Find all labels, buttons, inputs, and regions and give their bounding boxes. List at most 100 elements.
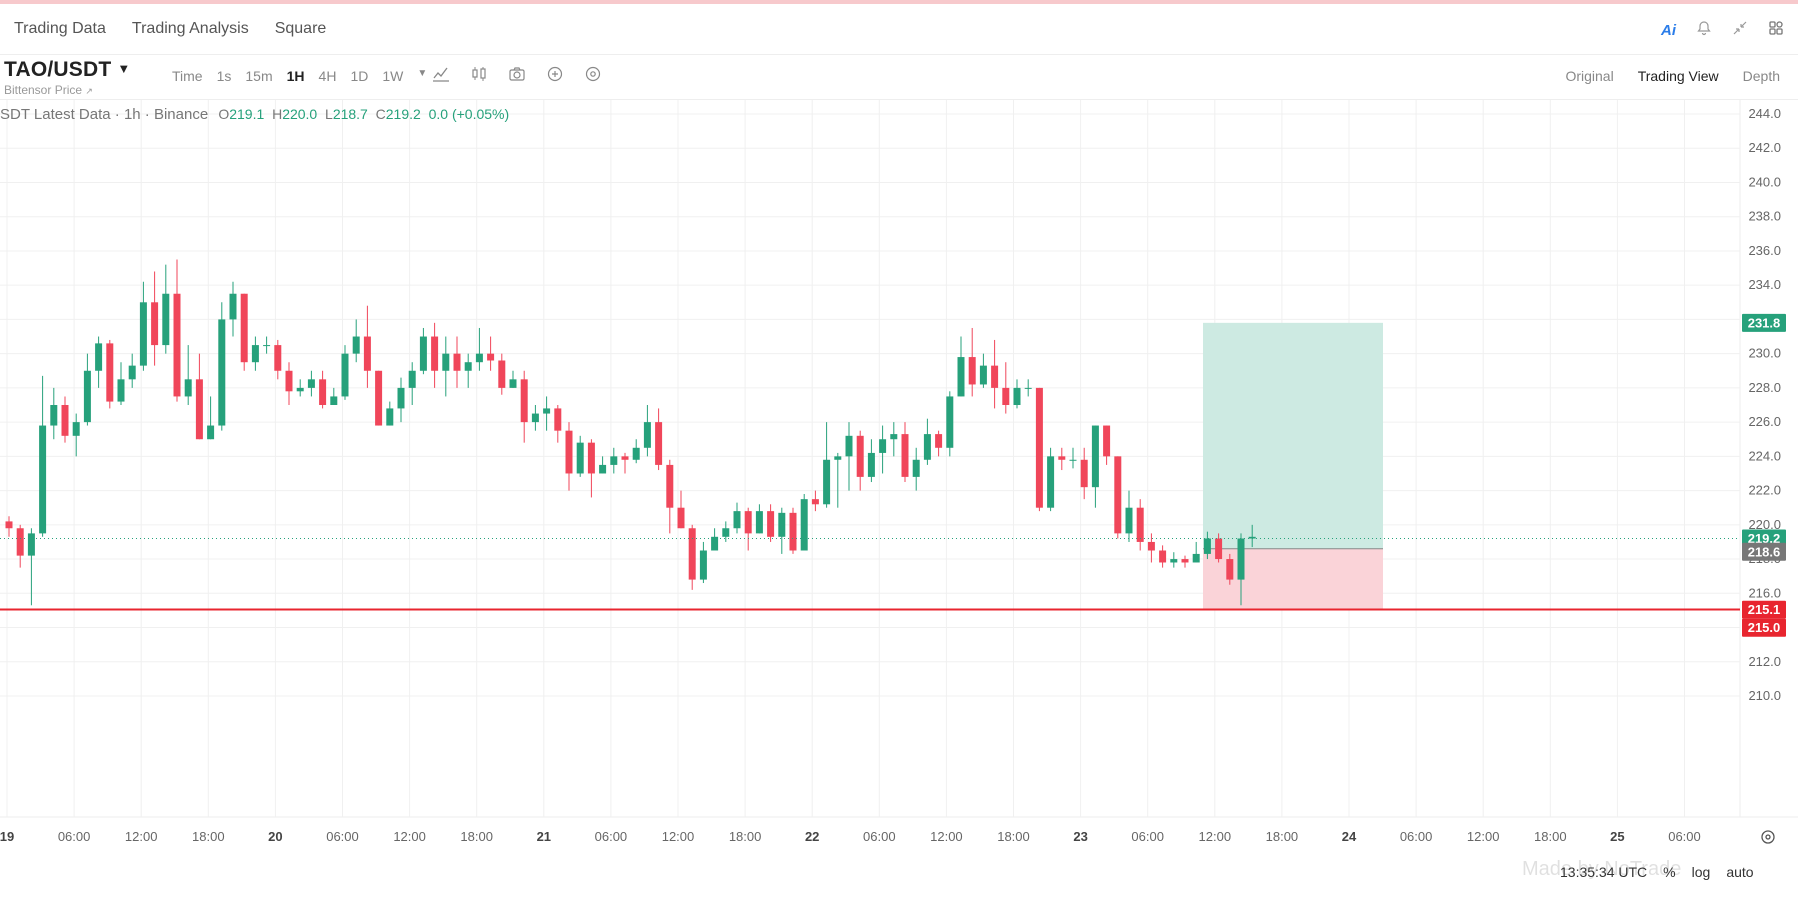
time-tick-label: 19 (0, 829, 14, 844)
candle-body (520, 379, 528, 423)
indicator-icon[interactable] (432, 66, 450, 87)
timeframe-1w[interactable]: 1W (382, 68, 404, 84)
timeframe-4h[interactable]: 4H (318, 68, 337, 84)
candle (83, 353, 91, 426)
candle (610, 447, 618, 474)
candle-body (16, 528, 24, 556)
candle-body (1159, 550, 1167, 563)
candle-body (1226, 559, 1234, 580)
candle-body (845, 435, 853, 457)
candle (61, 396, 69, 443)
collapse-icon[interactable] (1732, 20, 1748, 40)
candle-body (979, 365, 987, 385)
candle-body (1080, 459, 1088, 488)
candle (39, 375, 47, 537)
candle-body (1035, 387, 1043, 508)
candle-body (655, 422, 663, 465)
ai-icon[interactable]: Ai (1661, 21, 1676, 39)
percent-toggle[interactable]: % (1663, 864, 1676, 880)
timeframe-time[interactable]: Time (172, 68, 203, 84)
time-tick-label: 06:00 (863, 829, 896, 844)
timeframe-15m[interactable]: 15m (245, 68, 273, 84)
camera-icon[interactable] (508, 66, 526, 87)
candle-body (531, 413, 539, 423)
candle (520, 370, 528, 443)
candle-body (554, 408, 562, 431)
bell-icon[interactable] (1696, 20, 1712, 40)
candle (901, 422, 909, 483)
add-icon[interactable] (546, 66, 564, 87)
candle-body (1058, 456, 1066, 460)
candle (890, 422, 898, 457)
timeframe-1h[interactable]: 1H (286, 68, 305, 84)
candle-body (856, 435, 864, 477)
time-tick-label: 18:00 (192, 829, 225, 844)
time-tick-label: 06:00 (326, 829, 359, 844)
pair-selector[interactable]: TAO/USDT ▼ (4, 58, 130, 82)
timeframe-1d[interactable]: 1D (350, 68, 369, 84)
candle (834, 452, 842, 508)
candle (319, 370, 327, 409)
candle-body (27, 533, 35, 556)
candle (632, 439, 640, 464)
tab-trading-analysis[interactable]: Trading Analysis (131, 20, 249, 37)
time-tick-label: 18:00 (729, 829, 762, 844)
candle-body (755, 511, 763, 534)
candle-body (1215, 538, 1223, 560)
candle (431, 322, 439, 388)
view-trading-view[interactable]: Trading View (1637, 68, 1719, 84)
candle-body (218, 319, 226, 426)
log-toggle[interactable]: log (1691, 864, 1711, 880)
candle (1248, 524, 1256, 548)
candle (722, 521, 730, 542)
symbol-toolbar: TAO/USDT ▼ Bittensor Price ↗ Time 1s 15m … (0, 55, 1798, 100)
price-tick-label: 212.0 (1748, 654, 1781, 669)
candle-body (834, 456, 842, 460)
candle (968, 327, 976, 397)
candle (509, 370, 517, 388)
candle (565, 422, 573, 491)
stop-price-tag-bg (1742, 600, 1786, 619)
candle-body (632, 447, 640, 460)
candle (935, 430, 943, 457)
candle-body (487, 353, 495, 361)
timeframe-more-icon[interactable]: ▼ (417, 68, 428, 79)
view-original[interactable]: Original (1565, 68, 1614, 84)
time-tick-label: 06:00 (1400, 829, 1433, 844)
candle (251, 336, 259, 371)
grid-icon[interactable] (1768, 20, 1784, 40)
candle (162, 264, 170, 354)
support-price-tag-bg (1742, 618, 1786, 637)
candle-body (151, 302, 159, 346)
candle (128, 353, 136, 388)
settings-icon[interactable] (584, 66, 602, 87)
candle (811, 490, 819, 512)
candle-body (240, 293, 248, 363)
top-accent-line (0, 0, 1798, 4)
gear-center (1765, 834, 1771, 840)
candle-body (39, 425, 47, 534)
price-tick-label: 244.0 (1748, 106, 1781, 121)
caret-down-icon: ▼ (117, 61, 131, 76)
candle (1035, 387, 1043, 512)
candle (195, 353, 203, 440)
tab-trading-data[interactable]: Trading Data (14, 20, 106, 37)
candle (408, 362, 416, 405)
candle (498, 353, 506, 395)
candle-style-icon[interactable] (470, 66, 488, 87)
candle-body (106, 343, 114, 402)
candle (218, 302, 226, 431)
candle-body (1192, 553, 1200, 563)
target-zone (1203, 322, 1383, 549)
candles (5, 259, 1256, 606)
candle (789, 507, 797, 554)
candle-body (419, 336, 427, 371)
price-chart[interactable]: 244.0242.0240.0238.0236.0234.0232.0230.0… (0, 100, 1798, 897)
auto-toggle[interactable]: auto (1726, 864, 1754, 880)
candle (1114, 456, 1122, 539)
view-depth[interactable]: Depth (1742, 68, 1780, 84)
time-tick-label: 12:00 (1467, 829, 1500, 844)
timeframe-1s[interactable]: 1s (216, 68, 232, 84)
tab-square[interactable]: Square (274, 20, 327, 37)
candle-body (72, 422, 80, 436)
